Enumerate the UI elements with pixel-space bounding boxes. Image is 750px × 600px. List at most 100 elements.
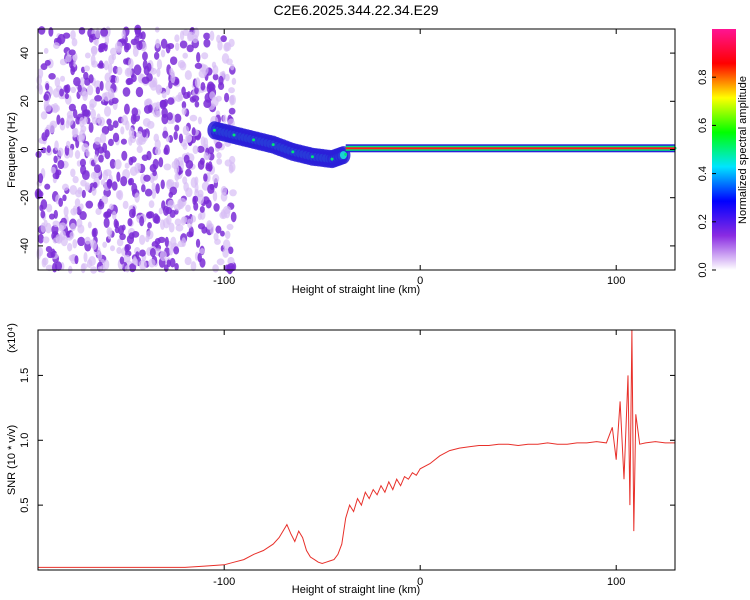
noise-mark (122, 87, 131, 97)
noise-mark (132, 46, 139, 57)
y-tick-label: 0 (19, 146, 31, 152)
noise-mark (229, 189, 237, 197)
noise-mark (71, 37, 78, 47)
noise-mark (182, 52, 188, 59)
noise-mark (207, 81, 215, 91)
noise-mark (226, 223, 234, 231)
noise-mark (184, 256, 192, 266)
noise-mark (174, 124, 180, 132)
noise-mark (42, 257, 49, 266)
noise-mark (119, 256, 125, 265)
noise-mark (59, 230, 66, 241)
noise-mark (224, 230, 231, 240)
noise-mark (191, 95, 200, 102)
spectrogram-y-axis-label: Frequency (Hz) (6, 112, 18, 188)
noise-mark (85, 150, 91, 157)
noise-mark (173, 131, 178, 141)
noise-mark (207, 183, 215, 195)
noise-mark (128, 208, 136, 219)
noise-mark (55, 169, 60, 180)
noise-mark (185, 132, 193, 144)
noise-mark (215, 141, 223, 149)
noise-mark (228, 87, 235, 94)
noise-mark (90, 171, 97, 180)
noise-mark (173, 246, 180, 255)
noise-mark (141, 76, 150, 84)
noise-mark (97, 62, 105, 69)
noise-mark (107, 138, 114, 147)
noise-mark (83, 71, 89, 81)
noise-mark (194, 86, 199, 95)
noise-mark (160, 179, 165, 190)
noise-mark (134, 24, 142, 35)
noise-mark (197, 252, 202, 263)
x-tick-label: 0 (417, 576, 423, 588)
noise-mark (91, 228, 97, 238)
noise-mark (99, 132, 107, 144)
noise-mark (116, 247, 122, 255)
spectrogram-x-ticks: -100 0 100 (213, 29, 625, 287)
noise-mark (123, 254, 131, 263)
noise-mark (37, 233, 44, 244)
noise-mark (100, 179, 106, 186)
noise-mark (53, 42, 60, 50)
noise-mark (142, 117, 151, 127)
noise-mark (104, 106, 112, 117)
noise-mark (40, 210, 46, 219)
noise-mark (106, 208, 112, 217)
noise-mark (107, 63, 113, 75)
noise-mark (149, 164, 157, 173)
noise-mark (121, 29, 126, 41)
noise-mark (130, 113, 137, 125)
noise-mark (138, 259, 147, 270)
noise-mark (59, 75, 66, 82)
noise-mark (194, 62, 203, 70)
colorbar-tick-label: 0.8 (697, 70, 709, 85)
noise-mark (134, 192, 140, 203)
colorbar-tick-label: 0.0 (697, 262, 709, 277)
noise-mark (168, 222, 175, 233)
snr-panel: -100 0 100 0.5 1.0 1.5 Height of straight li… (6, 323, 676, 596)
spectrogram-panel: -100 0 100 -40 -20 0 20 40 Height of straight … (6, 24, 677, 296)
noise-mark (36, 75, 42, 86)
noise-mark (187, 31, 195, 42)
noise-mark (228, 107, 236, 115)
noise-mark (159, 99, 167, 110)
noise-mark (185, 159, 194, 169)
x-tick-label: -100 (213, 576, 235, 588)
noise-mark (135, 131, 143, 138)
noise-mark (121, 114, 129, 126)
noise-mark (51, 224, 59, 235)
noise-mark (112, 120, 119, 129)
noise-mark (69, 184, 78, 195)
noise-mark (103, 60, 109, 71)
noise-mark (120, 138, 127, 145)
noise-mark (102, 142, 108, 153)
noise-mark (166, 215, 172, 225)
noise-mark (132, 256, 137, 265)
noise-mark (124, 162, 130, 169)
noise-mark (65, 140, 71, 149)
noise-mark (46, 145, 51, 154)
noise-mark (218, 75, 224, 86)
noise-mark (54, 77, 61, 88)
noise-mark (216, 152, 222, 159)
noise-mark (139, 234, 146, 245)
noise-mark (194, 101, 200, 108)
noise-mark (111, 97, 119, 104)
noise-mark (53, 209, 58, 219)
noise-scatter-region (34, 24, 237, 275)
snr-y-ticks: 0.5 1.0 1.5 (19, 368, 675, 513)
noise-mark (189, 114, 198, 122)
noise-mark (119, 233, 126, 241)
noise-mark (122, 200, 129, 210)
colorbar-tick-label: 0.2 (697, 214, 709, 229)
noise-mark (163, 147, 169, 155)
y-tick-label: 1.5 (19, 368, 31, 383)
noise-mark (213, 232, 219, 241)
noise-mark (81, 91, 89, 98)
noise-mark (66, 110, 74, 119)
noise-mark (123, 43, 130, 53)
noise-mark (168, 80, 173, 89)
